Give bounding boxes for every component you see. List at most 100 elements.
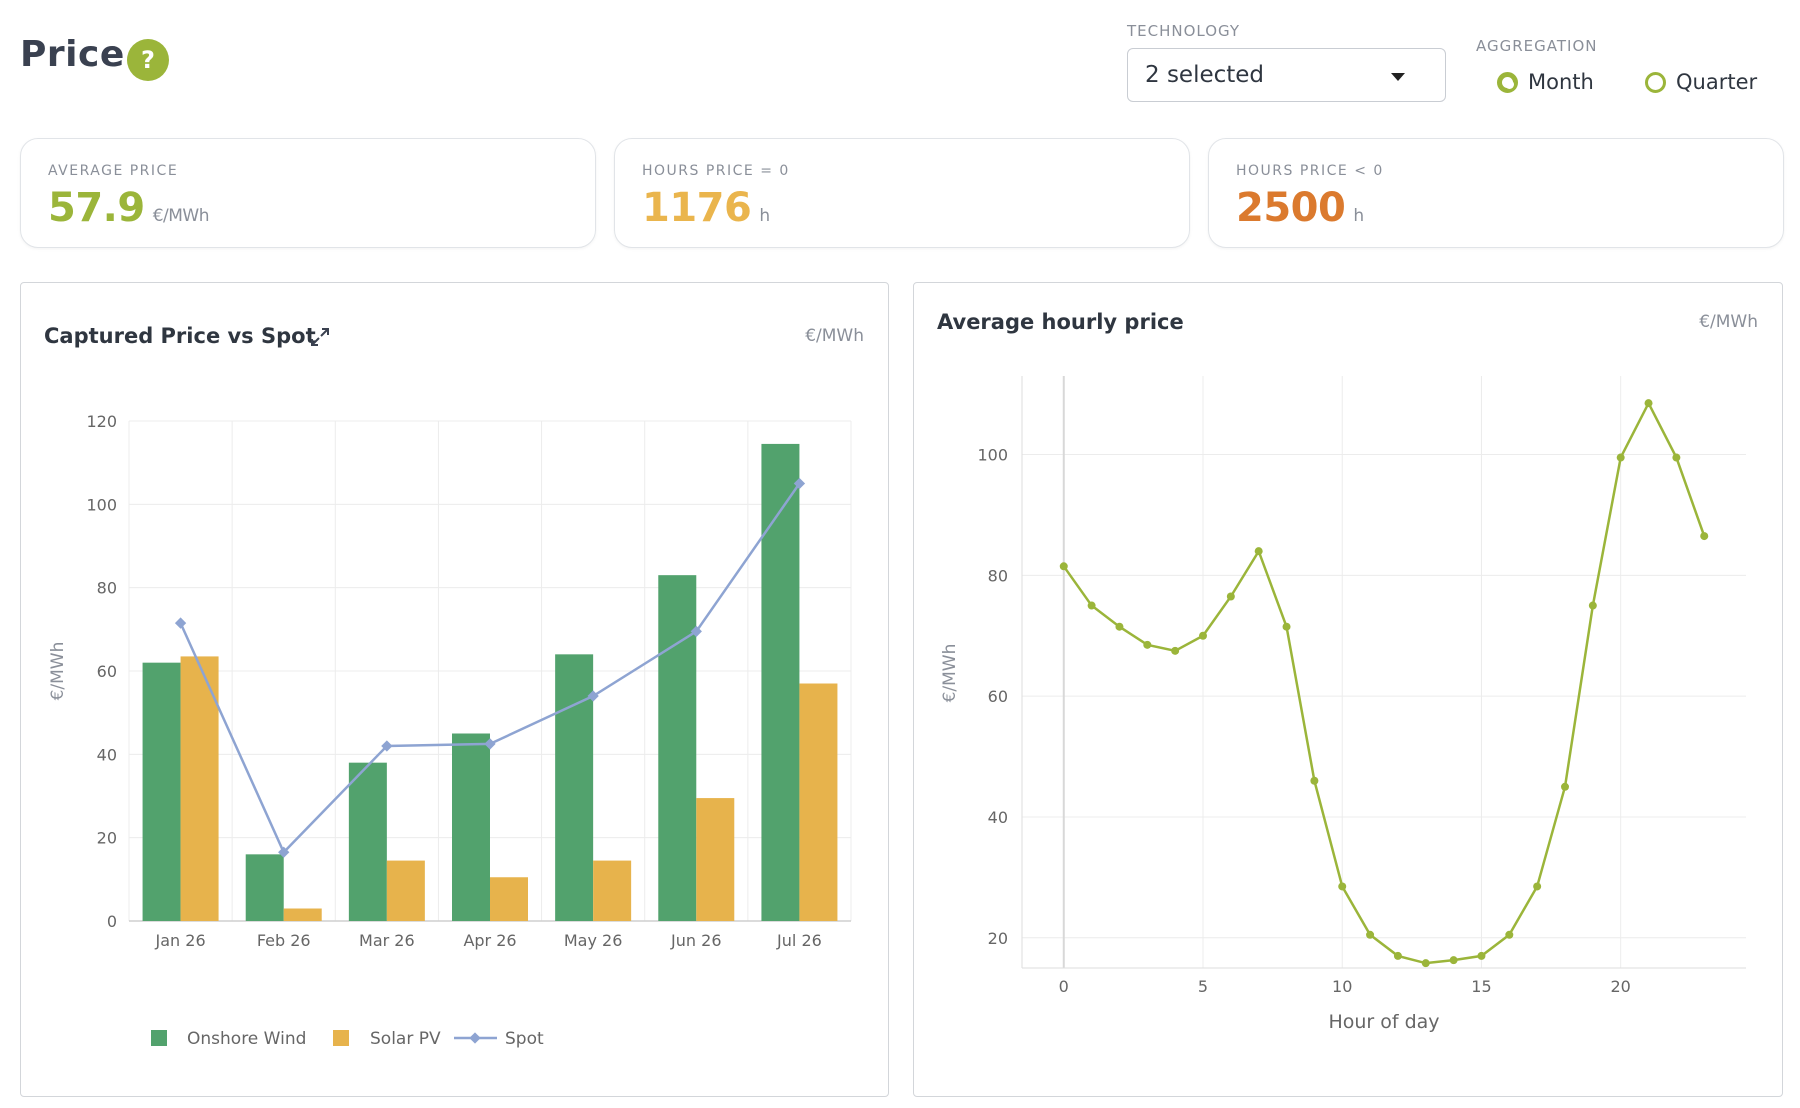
hourly-price-point: [1393, 951, 1402, 960]
y-axis-label: €/MWh: [940, 644, 960, 703]
y-tick-label: 20: [988, 929, 1008, 948]
hourly-price-point: [1449, 956, 1458, 965]
bar-onshore-wind: [452, 733, 490, 921]
kpi-unit: h: [1353, 206, 1364, 226]
bar-onshore-wind: [555, 654, 594, 921]
kpi-value: 1176: [642, 185, 752, 231]
bar-solar-pv: [799, 683, 838, 921]
spot-point: [587, 690, 599, 702]
bar-onshore-wind: [761, 443, 800, 921]
hourly-price-point: [1616, 453, 1625, 462]
legend-swatch-solar-pv: [333, 1030, 349, 1046]
y-axis-label: €/MWh: [48, 642, 68, 701]
legend-label-spot: Spot: [505, 1029, 544, 1049]
spot-point: [174, 617, 187, 629]
spot-point: [690, 625, 702, 638]
hourly-price-point: [1226, 592, 1235, 601]
bar-solar-pv: [283, 908, 322, 921]
hourly-price-point: [1477, 951, 1486, 960]
kpi-hours-price-zero: HOURS PRICE = 0 1176 h: [614, 138, 1190, 248]
panel-title: Captured Price vs Spot: [44, 324, 316, 348]
bar-onshore-wind: [142, 662, 181, 921]
y-tick-label: 100: [86, 495, 117, 514]
bar-solar-pv: [386, 860, 425, 921]
radio-month-indicator: [1497, 71, 1518, 93]
hourly-price-point: [1505, 930, 1514, 939]
x-tick-label: May 26: [564, 931, 623, 950]
hourly-price-point: [1310, 776, 1319, 785]
radio-month[interactable]: Month: [1497, 70, 1594, 94]
radio-quarter[interactable]: Quarter: [1645, 70, 1757, 94]
hourly-price-point: [1143, 640, 1152, 649]
hourly-price-point: [1644, 399, 1653, 408]
x-tick-label: Mar 26: [359, 931, 415, 950]
bar-solar-pv: [593, 860, 632, 921]
hourly-price-point: [1338, 882, 1347, 891]
y-tick-label: 60: [97, 662, 117, 681]
hourly-price-point: [1561, 782, 1569, 791]
radio-month-label: Month: [1528, 70, 1594, 94]
x-tick-label: 15: [1471, 977, 1491, 996]
x-tick-label: Jul 26: [776, 931, 822, 950]
kpi-hours-price-negative: HOURS PRICE < 0 2500 h: [1208, 138, 1784, 248]
kpi-unit: €/MWh: [152, 206, 210, 226]
bar-solar-pv: [180, 656, 219, 921]
spot-point: [381, 740, 393, 752]
legend-swatch-onshore-wind: [151, 1030, 167, 1046]
bar-solar-pv: [490, 877, 528, 921]
captured-price-chart: 0 20 40 60 80 100 120 €/MWh Jan 26 Feb 26 Mar 26 Ap…: [48, 412, 852, 1049]
kpi-value: 57.9: [48, 185, 145, 231]
hourly-price-point: [1672, 453, 1681, 462]
spot-point: [793, 477, 806, 490]
kpi-unit: h: [759, 206, 770, 226]
y-tick-label: 40: [97, 745, 117, 764]
x-tick-label: Jan 26: [155, 931, 206, 950]
hourly-price-point: [1171, 646, 1180, 655]
hourly-price-point: [1533, 882, 1542, 891]
technology-select[interactable]: 2 selected: [1127, 48, 1446, 102]
panel-title: Average hourly price: [937, 310, 1184, 334]
legend-swatch-spot-marker: [469, 1032, 481, 1044]
radio-quarter-indicator: [1645, 71, 1666, 93]
kpi-value: 2500: [1236, 185, 1346, 231]
hourly-price-point: [1421, 959, 1430, 968]
y-tick-label: 0: [107, 912, 117, 931]
x-tick-label: 20: [1611, 977, 1631, 996]
spot-point: [484, 738, 496, 750]
y-tick-label: 80: [97, 579, 117, 598]
x-tick-label: 0: [1059, 977, 1069, 996]
hourly-price-line: [1062, 400, 1706, 965]
bar-onshore-wind: [658, 575, 697, 921]
hourly-price-point: [1366, 930, 1375, 939]
panel-unit: €/MWh: [805, 326, 864, 346]
hourly-price-point: [1254, 547, 1263, 556]
average-hourly-price-chart: 20 40 60 80 100 0 5 10 15 20 €/MWh Hour of day: [940, 376, 1746, 1033]
hourly-price-point: [1199, 631, 1207, 640]
bar-onshore-wind: [245, 854, 284, 921]
y-tick-label: 100: [977, 446, 1008, 465]
x-axis-label: Hour of day: [1328, 1011, 1439, 1033]
legend-label-solar-pv: Solar PV: [370, 1029, 441, 1049]
spot-point: [278, 846, 290, 858]
hourly-price-point: [1588, 601, 1597, 610]
help-icon[interactable]: ?: [127, 39, 169, 81]
aggregation-label: AGGREGATION: [1476, 37, 1598, 55]
hourly-price-point: [1700, 532, 1709, 541]
kpi-label: HOURS PRICE < 0: [1236, 163, 1384, 179]
y-tick-label: 80: [988, 566, 1008, 585]
captured-price-panel: Captured Price vs Spot €/MWh 0 20 40 60 80 10…: [20, 282, 889, 1097]
y-tick-label: 40: [988, 808, 1008, 827]
hourly-price-point: [1115, 622, 1124, 631]
y-tick-label: 120: [86, 412, 117, 431]
expand-icon[interactable]: [309, 326, 331, 348]
legend-label-onshore-wind: Onshore Wind: [187, 1029, 306, 1049]
hourly-price-point: [1059, 562, 1068, 571]
kpi-label: AVERAGE PRICE: [48, 163, 179, 179]
kpi-average-price: AVERAGE PRICE 57.9 €/MWh: [20, 138, 596, 248]
y-tick-label: 60: [988, 687, 1008, 706]
chevron-down-icon: [1391, 73, 1405, 81]
technology-label: TECHNOLOGY: [1127, 22, 1241, 40]
technology-select-value: 2 selected: [1145, 62, 1265, 88]
x-tick-label: Apr 26: [463, 931, 516, 950]
bar-onshore-wind: [348, 762, 387, 921]
